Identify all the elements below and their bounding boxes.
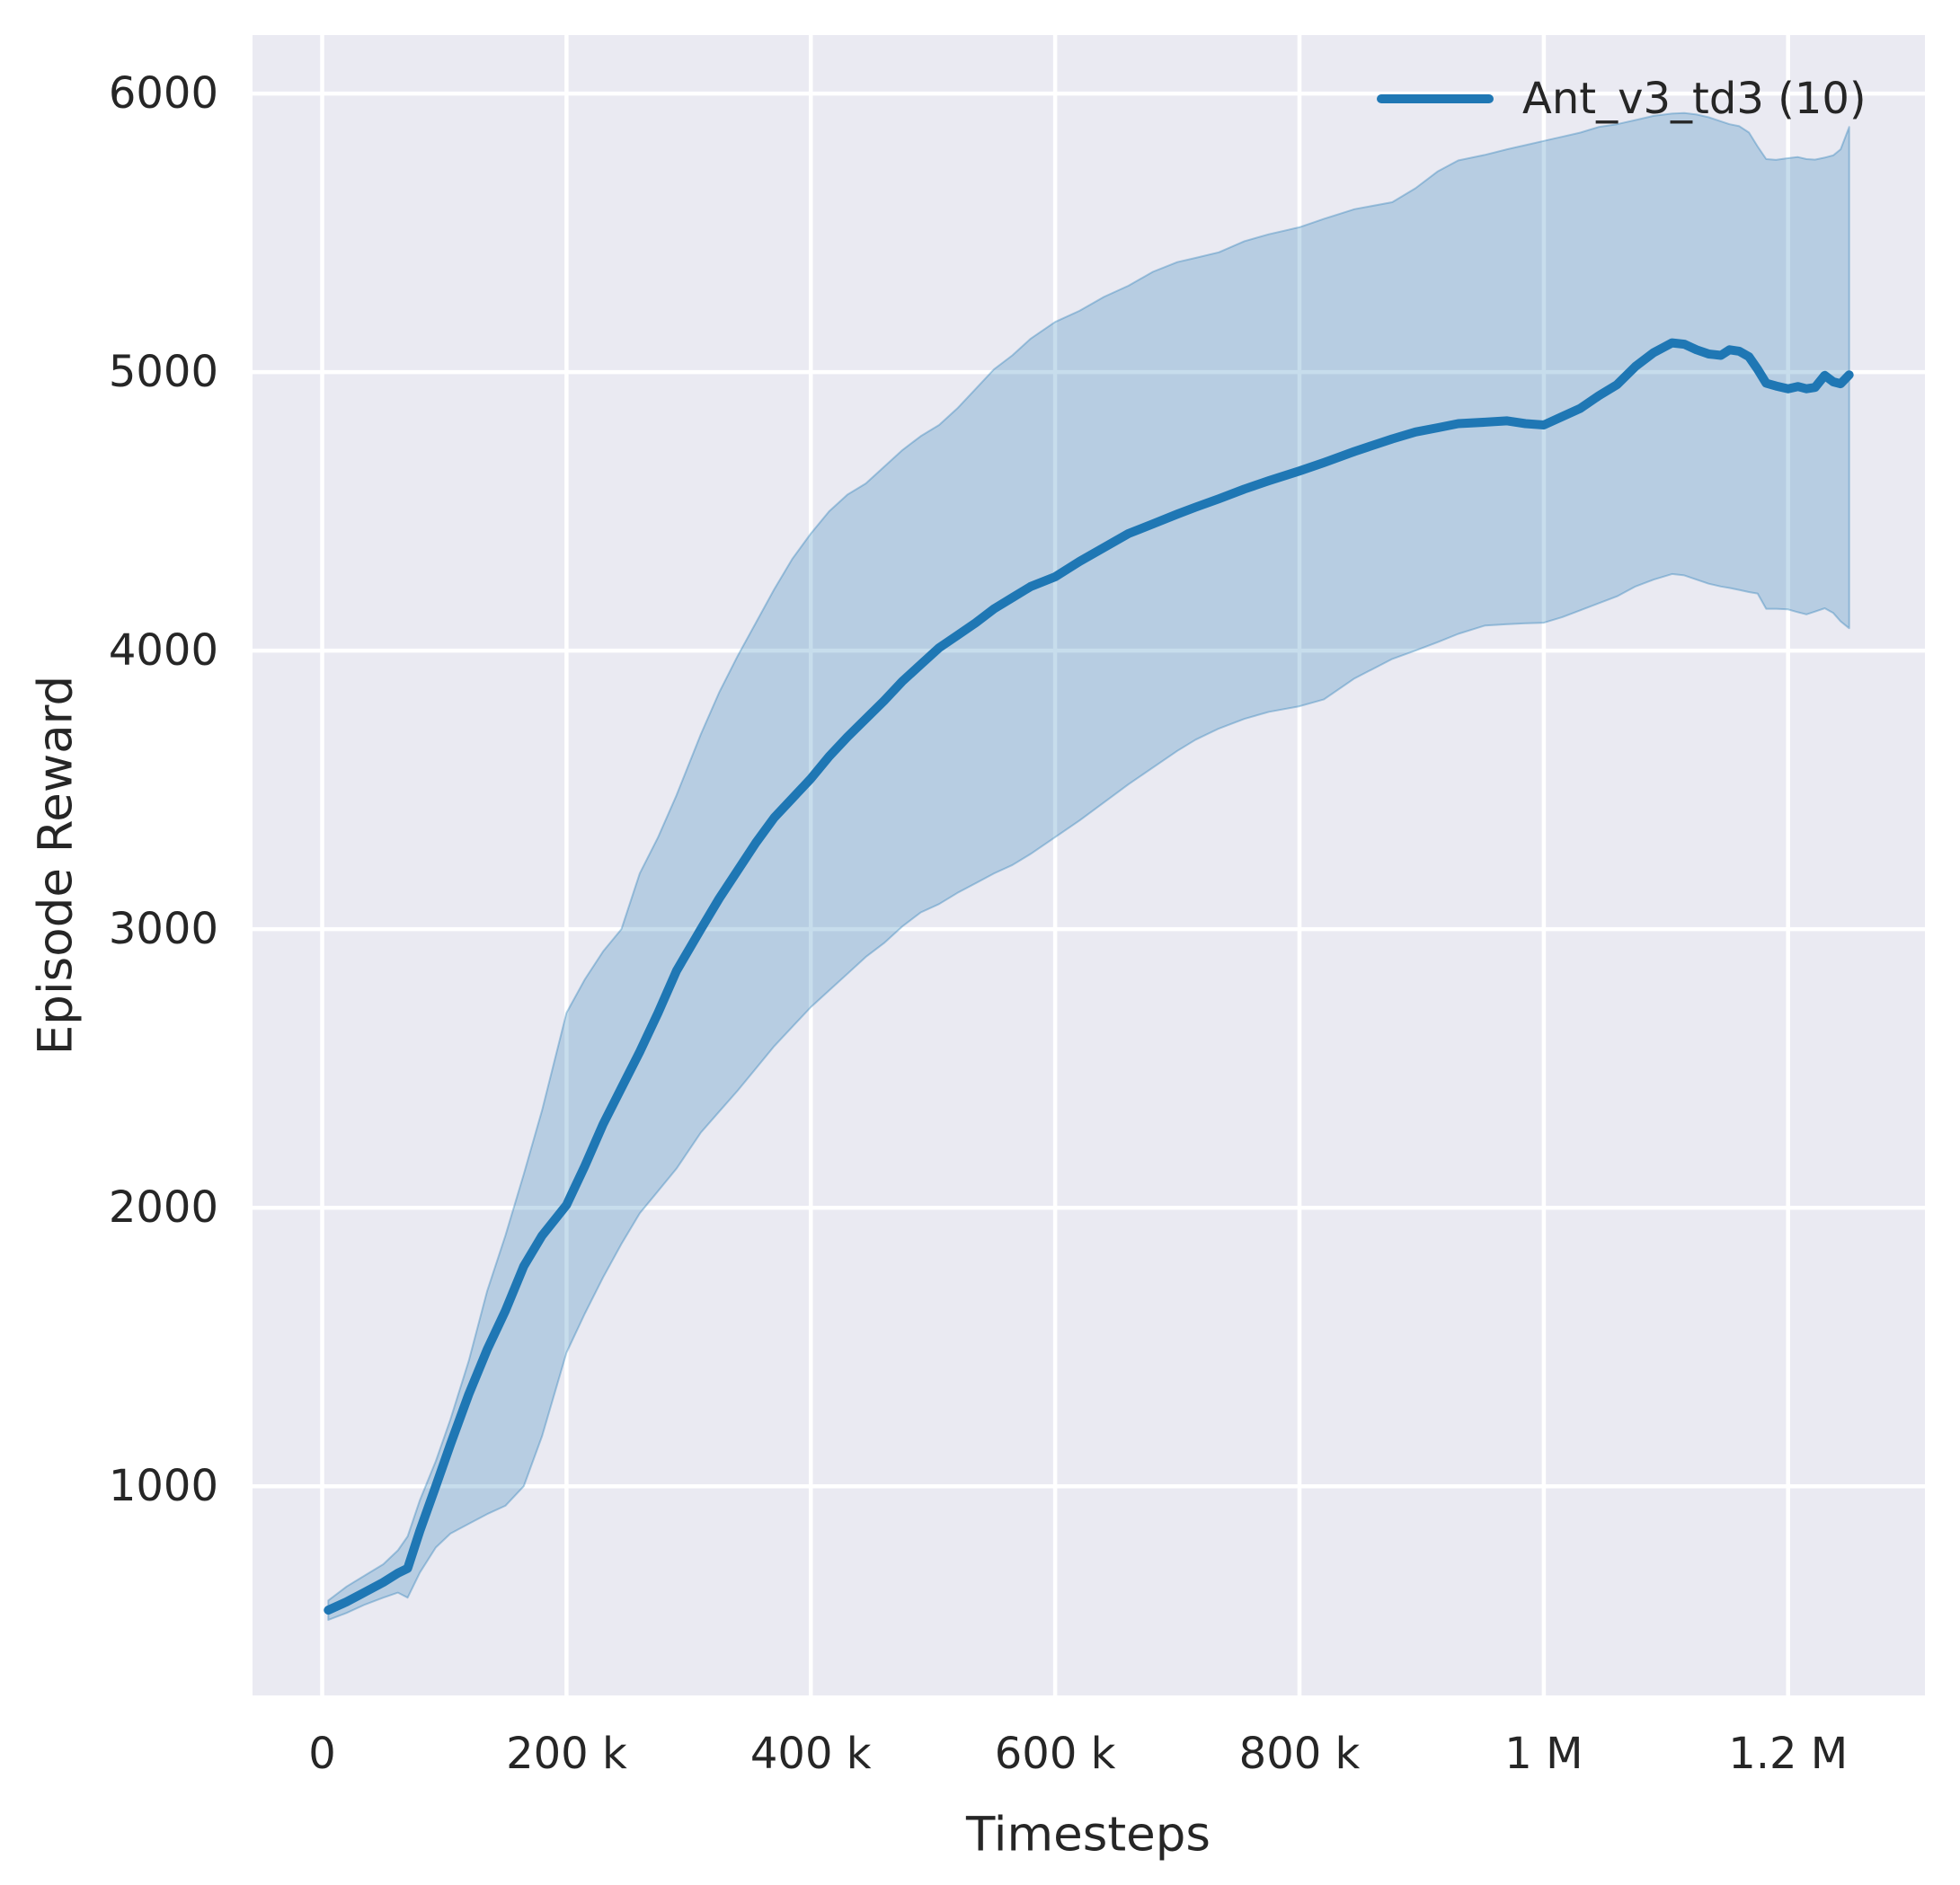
y-tick-label: 3000	[109, 904, 218, 954]
x-tick-label: 400 k	[750, 1729, 872, 1779]
y-tick-label: 2000	[109, 1182, 218, 1233]
x-axis-label: Timesteps	[965, 1808, 1211, 1863]
x-tick-label: 800 k	[1239, 1729, 1361, 1779]
x-tick-label: 600 k	[995, 1729, 1116, 1779]
x-tick-label: 200 k	[506, 1729, 627, 1779]
x-tick-label: 1.2 M	[1728, 1729, 1848, 1779]
y-axis-label: Episode Reward	[29, 676, 84, 1055]
y-axis-tick-labels: 1000 2000 3000 4000 5000 6000	[109, 68, 218, 1511]
x-tick-label: 0	[308, 1729, 336, 1779]
y-tick-label: 6000	[109, 68, 218, 119]
legend-entry-label: Ant_v3_td3 (10)	[1522, 74, 1867, 124]
y-tick-label: 5000	[109, 347, 218, 397]
x-tick-label: 1 M	[1504, 1729, 1583, 1779]
mean-line	[324, 338, 1854, 1615]
x-axis-tick-labels: 0 200 k 400 k 600 k 800 k 1 M 1.2 M	[308, 1729, 1848, 1779]
legend: Ant_v3_td3 (10)	[1377, 74, 1867, 124]
plot-area	[253, 35, 1925, 1695]
grid-lines	[253, 35, 1925, 1695]
y-tick-label: 1000	[109, 1461, 218, 1511]
confidence-band	[327, 111, 1850, 1621]
y-tick-label: 4000	[109, 625, 218, 676]
